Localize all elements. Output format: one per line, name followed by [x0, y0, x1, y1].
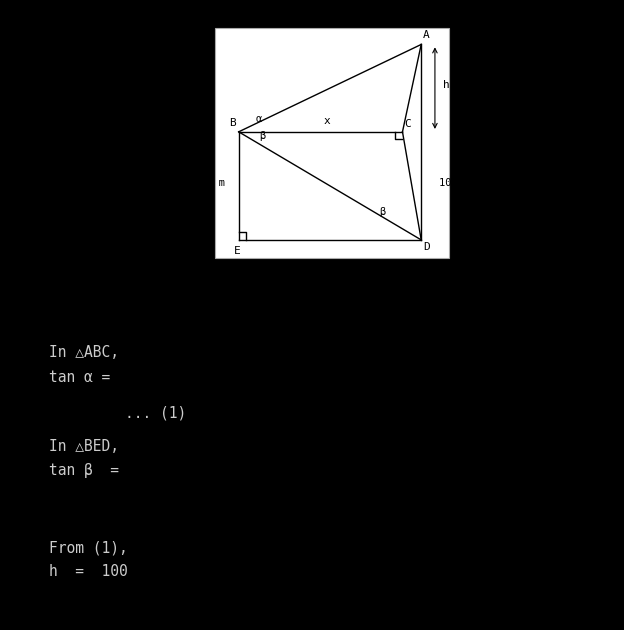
Text: tan α =: tan α = [49, 370, 110, 386]
Text: tan β  =: tan β = [49, 463, 119, 478]
Text: β: β [259, 132, 266, 141]
Text: 10 m: 10 m [200, 178, 225, 188]
Text: A: A [422, 30, 429, 40]
Text: B: B [229, 118, 235, 128]
Text: x: x [323, 116, 330, 125]
Text: In △ABC,: In △ABC, [49, 345, 119, 360]
Text: α: α [255, 114, 262, 123]
Text: E: E [233, 246, 240, 256]
Text: h  =  100: h = 100 [49, 564, 127, 579]
FancyBboxPatch shape [215, 28, 449, 258]
Text: ... (1): ... (1) [125, 405, 186, 420]
Text: In △BED,: In △BED, [49, 438, 119, 454]
Text: From (1),: From (1), [49, 541, 127, 556]
Text: β: β [379, 207, 386, 217]
Text: h: h [443, 80, 449, 90]
Text: 10 m: 10 m [439, 178, 464, 188]
Text: D: D [424, 243, 431, 253]
Text: C: C [404, 119, 411, 129]
